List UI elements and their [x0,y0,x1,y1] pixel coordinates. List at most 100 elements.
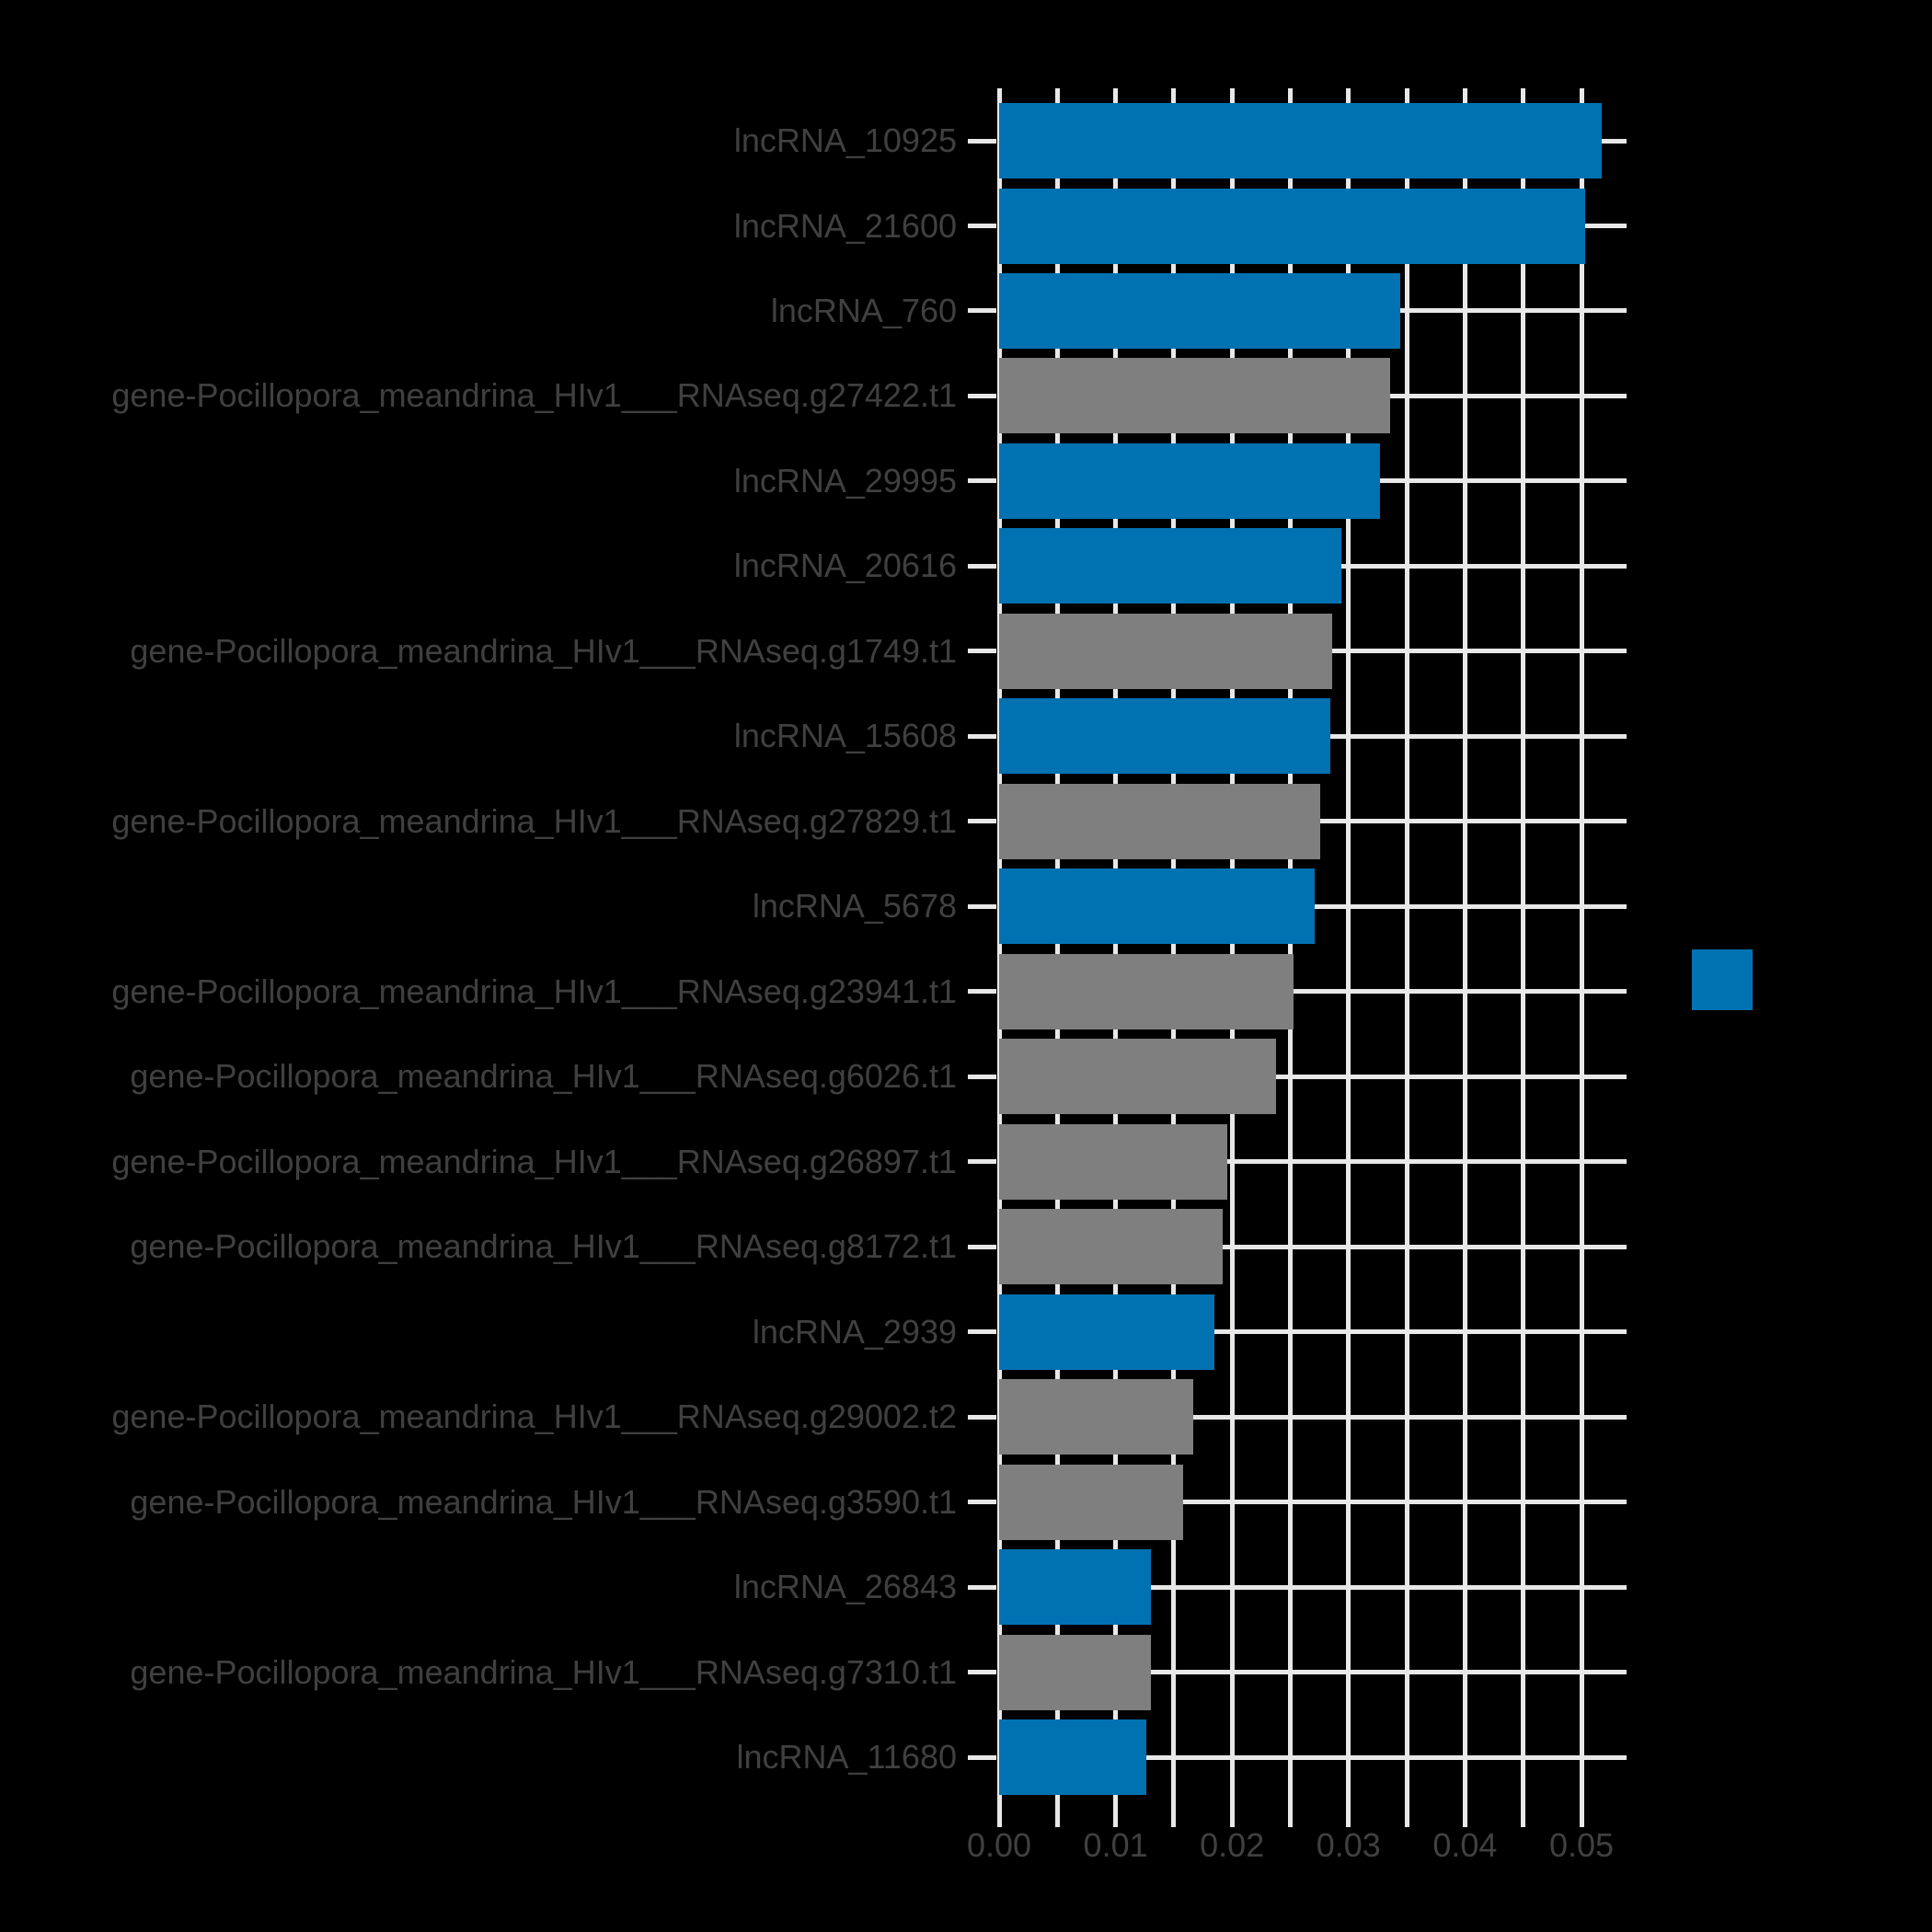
y-axis-label: lncRNA_10925 [733,121,957,159]
y-axis-label: gene-Pocillopora_meandrina_HIv1___RNAseq… [130,1057,957,1096]
bar [999,1039,1276,1115]
x-axis-tick-label: 0.00 [966,1826,1032,1864]
bar [999,1549,1151,1626]
bar [999,528,1341,604]
gridline-horizontal [999,1414,1627,1420]
bar [999,103,1602,178]
gridline-vertical [1346,88,1351,1811]
x-axis-tick [1113,1811,1119,1827]
gridline-vertical [1054,88,1060,1811]
y-axis-label: lncRNA_29995 [733,461,957,500]
bar [999,698,1330,775]
bar [999,1209,1223,1285]
x-axis-tick [1171,1811,1177,1827]
y-axis-tick [968,1074,996,1079]
legend-swatch [1692,949,1753,1010]
gridline-horizontal [999,1670,1627,1674]
bar [999,1719,1146,1795]
y-axis-label: gene-Pocillopora_meandrina_HIv1___RNAseq… [111,801,957,840]
bar [999,358,1390,434]
gridline-vertical [1404,88,1409,1811]
gridline-vertical [1579,88,1584,1811]
bar [999,1123,1227,1200]
y-axis-label: gene-Pocillopora_meandrina_HIv1___RNAseq… [130,631,957,670]
x-axis-tick [1521,1811,1526,1827]
bar [999,1294,1214,1370]
y-axis-tick [968,989,996,995]
gridline-horizontal [999,989,1627,995]
gridline-vertical [996,88,1002,1811]
gridline-vertical [1521,88,1526,1811]
y-axis-tick [968,224,996,228]
bar [999,188,1585,264]
y-axis-tick [968,819,996,824]
gridline-horizontal [999,1159,1627,1165]
x-axis-tick [1579,1811,1584,1827]
y-axis-label: lncRNA_26843 [733,1568,957,1606]
y-axis-label: gene-Pocillopora_meandrina_HIv1___RNAseq… [130,1652,957,1691]
y-axis-tick [968,733,996,739]
y-axis-tick [968,649,996,654]
gridline-vertical [1229,88,1235,1811]
y-axis-tick [968,308,996,314]
x-axis-tick [996,1811,1002,1827]
bar [999,613,1332,689]
bar [999,272,1400,349]
y-axis-label: gene-Pocillopora_meandrina_HIv1___RNAseq… [111,1397,957,1436]
y-axis-tick [968,1670,996,1674]
y-axis-tick [968,138,996,144]
bar [999,1379,1193,1455]
y-axis-label: gene-Pocillopora_meandrina_HIv1___RNAseq… [111,1142,957,1180]
x-axis-tick-label: 0.05 [1548,1826,1615,1864]
y-axis-label: lncRNA_11680 [736,1738,957,1776]
x-axis-tick-label: 0.03 [1316,1826,1381,1864]
y-axis-tick [968,1500,996,1505]
gridline-vertical [1171,88,1177,1811]
y-axis-label: lncRNA_15608 [733,717,957,755]
bar [999,1464,1183,1540]
gridline-horizontal [999,1244,1627,1249]
x-axis-tick-label: 0.02 [1200,1826,1265,1864]
x-axis-tick [1346,1811,1351,1827]
y-axis-label: lncRNA_20616 [733,546,957,585]
y-axis-tick [968,1584,996,1590]
y-axis-tick [968,1244,996,1249]
y-axis-tick [968,1414,996,1420]
y-axis-label: lncRNA_5678 [752,887,957,926]
y-axis-tick [968,393,996,398]
y-axis-tick [968,563,996,569]
y-axis-tick [968,1159,996,1165]
y-axis-label: gene-Pocillopora_meandrina_HIv1___RNAseq… [111,972,957,1010]
gridline-horizontal [999,1329,1627,1335]
x-axis-tick-label: 0.04 [1432,1826,1498,1864]
x-axis-tick [1229,1811,1235,1827]
y-axis-label: gene-Pocillopora_meandrina_HIv1___RNAseq… [130,1227,957,1266]
x-axis-tick [1404,1811,1409,1827]
bar [999,868,1315,945]
x-axis-tick [1462,1811,1467,1827]
gridline-vertical [1113,88,1119,1811]
y-axis-tick [968,1329,996,1335]
y-axis-label: gene-Pocillopora_meandrina_HIv1___RNAseq… [111,376,957,415]
bar [999,953,1294,1029]
y-axis-label: lncRNA_2939 [752,1312,957,1351]
gridline-vertical [1288,88,1293,1811]
y-axis-label: lncRNA_21600 [733,206,957,245]
y-axis-tick [968,903,996,909]
bar [999,783,1320,859]
y-axis-tick [968,1754,996,1760]
bar [999,1634,1151,1710]
x-axis-tick-label: 0.01 [1083,1826,1148,1864]
gridline-horizontal [999,1584,1627,1590]
gridline-horizontal [999,1074,1627,1079]
x-axis-tick [1288,1811,1293,1827]
x-axis-tick [1054,1811,1060,1827]
y-axis-tick [968,478,996,484]
gridline-vertical [1462,88,1467,1811]
y-axis-label: gene-Pocillopora_meandrina_HIv1___RNAseq… [130,1482,957,1521]
gridline-horizontal [999,1754,1627,1760]
bar [999,443,1380,519]
y-axis-label: lncRNA_760 [770,291,957,329]
gridline-horizontal [999,1500,1627,1505]
